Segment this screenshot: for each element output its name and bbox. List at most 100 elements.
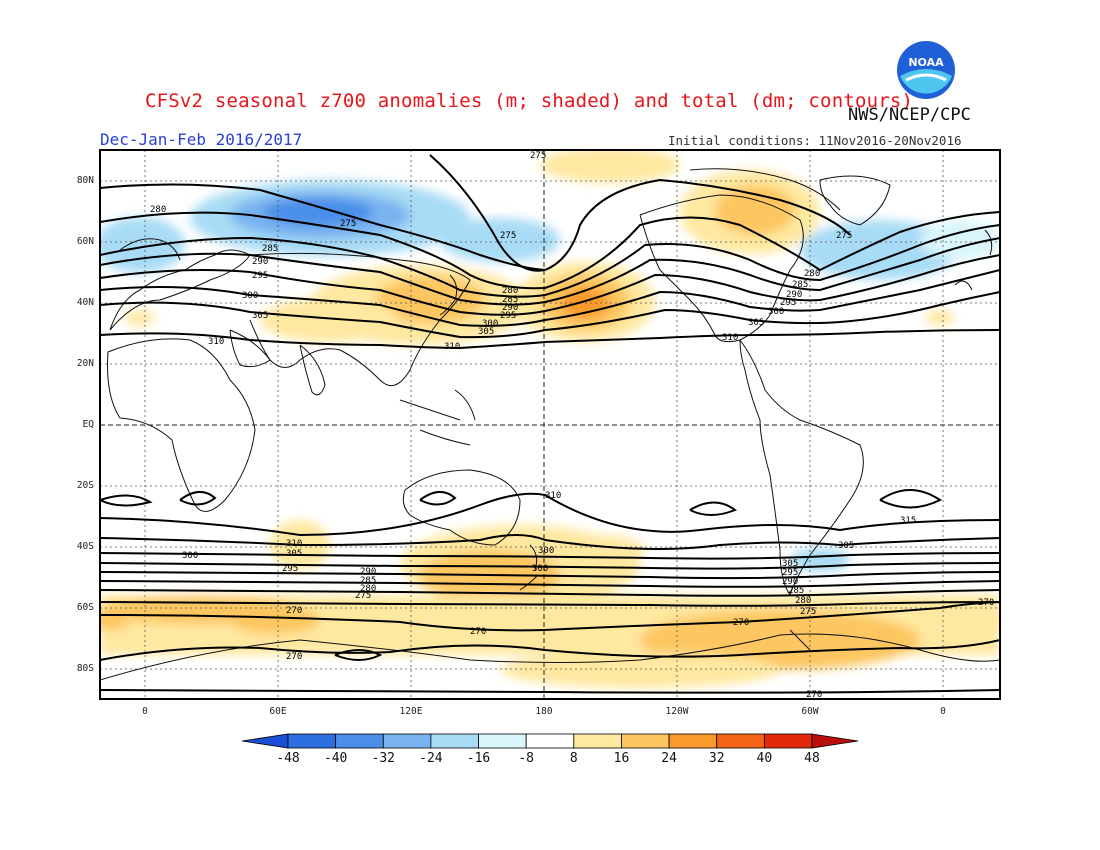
contour-label: 295: [252, 271, 268, 281]
contour-label: 300: [768, 307, 784, 317]
contour-label: 305: [782, 559, 798, 569]
colorbar-tick-label: 40: [756, 751, 773, 766]
colorbar-swatch: [287, 733, 337, 749]
contour-label: 280: [502, 286, 518, 296]
contour-label: 280: [795, 596, 811, 606]
contour-label: 285: [360, 576, 376, 586]
contour-label: 310: [208, 337, 224, 347]
colorbar-swatch: [668, 733, 718, 749]
contour-label: 290: [252, 257, 268, 267]
colorbar-swatch: [621, 733, 670, 749]
colorbar-swatch: [573, 733, 622, 749]
colorbar-tick-label: 24: [661, 751, 677, 766]
contour-label: 285: [502, 295, 518, 305]
contour-label: 270: [733, 618, 749, 628]
contour-label: 295: [782, 568, 798, 578]
lon-label: 120E: [399, 706, 423, 717]
contour-label: 275: [530, 151, 546, 161]
colorbar-tick-label: -48: [276, 751, 300, 766]
anomaly-shading: [100, 150, 1000, 699]
noaa-logo: NOAA: [897, 41, 955, 99]
map-title: CFSv2 seasonal z700 anomalies (m; shaded…: [145, 90, 914, 112]
contour-labels-south: 310 305 315 310 305 300 295 290 285 280 …: [182, 491, 994, 700]
equator-dateline: [100, 150, 1000, 699]
contour-label: 290: [360, 567, 376, 577]
colorbar-swatch: [241, 733, 289, 749]
contour-label: 270: [286, 606, 302, 616]
lat-label: 20N: [76, 358, 94, 369]
initial-conditions-label: Initial conditions: 11Nov2016-20Nov2016: [668, 133, 962, 148]
contour-label: 305: [478, 327, 494, 337]
contour-label: 300: [532, 564, 548, 574]
contour-label: 280: [804, 269, 820, 279]
colorbar-swatch: [382, 733, 432, 749]
contour-label: 275: [836, 231, 852, 241]
contour-label: 285: [262, 244, 278, 254]
graticule: [100, 150, 1000, 699]
contour-labels-north: 275 280 275 285 290 295 300 305 310 280 …: [150, 151, 852, 352]
contour-label: 310: [545, 491, 561, 501]
contour-label: 280: [150, 205, 166, 215]
height-contours: [100, 154, 1000, 694]
colorbar-swatch: [811, 733, 859, 749]
lon-label: 0: [142, 706, 148, 717]
contour-label: 275: [355, 591, 371, 601]
colorbar-tick-label: 32: [708, 751, 725, 766]
lon-label: 60E: [269, 706, 287, 717]
contour-label: 275: [340, 219, 356, 229]
lon-label: 0: [940, 706, 946, 717]
season-label: Dec-Jan-Feb 2016/2017: [100, 130, 303, 149]
contour-label: 305: [286, 549, 302, 559]
colorbar-swatch: [335, 733, 384, 749]
contour-label: 295: [780, 298, 796, 308]
coastlines: [100, 168, 1000, 681]
lon-label: 180: [535, 706, 553, 717]
contour-label: 300: [538, 546, 554, 556]
contour-label: 305: [838, 541, 854, 551]
lat-label: EQ: [82, 419, 94, 430]
colorbar-swatch: [763, 733, 813, 749]
colorbar-swatch: [478, 733, 527, 749]
contour-label: 305: [252, 311, 268, 321]
lat-label: 40S: [76, 541, 94, 552]
lon-label: 60W: [801, 706, 819, 717]
lat-label: 80N: [76, 175, 94, 186]
colorbar-swatch: [716, 733, 765, 749]
colorbar-tick-label: 8: [569, 751, 578, 766]
lat-label: 60S: [76, 602, 94, 613]
colorbar-tick-label: -24: [419, 751, 443, 766]
contour-label: 270: [470, 627, 486, 637]
contour-label: 285: [792, 280, 808, 290]
contour-label: 290: [786, 290, 802, 300]
plot-frame: [99, 149, 1001, 700]
contour-label: 290: [502, 303, 518, 313]
lat-label: 20S: [76, 480, 94, 491]
contour-label: 300: [182, 551, 198, 561]
contour-label: 270: [286, 652, 302, 662]
contour-label: 275: [800, 607, 816, 617]
contour-label: 315: [900, 516, 916, 526]
colorbar-tick-label: -8: [518, 751, 534, 766]
colorbar-swatch: [430, 733, 479, 749]
contour-label: 295: [282, 564, 298, 574]
colorbar-tick-label: -40: [323, 751, 348, 766]
lat-label: 60N: [76, 236, 94, 247]
contour-label: 310: [286, 539, 302, 549]
contour-label: 310: [722, 333, 738, 343]
contour-label: 290: [782, 577, 798, 587]
contour-label: 295: [500, 311, 516, 321]
contour-label: 300: [482, 319, 498, 329]
colorbar-tick-label: 16: [613, 751, 630, 766]
contour-label: 270: [806, 690, 822, 700]
contour-label: 280: [360, 584, 376, 594]
lat-label: 40N: [76, 297, 94, 308]
agency-label: NWS/NCEP/CPC: [848, 105, 971, 125]
contour-label: 305: [748, 318, 764, 328]
lon-label: 120W: [665, 706, 689, 717]
colorbar-tick-label: -16: [466, 751, 491, 766]
colorbar-tick-label: -32: [371, 751, 395, 766]
logo-text: NOAA: [908, 56, 944, 69]
contour-label: 270: [978, 598, 994, 608]
